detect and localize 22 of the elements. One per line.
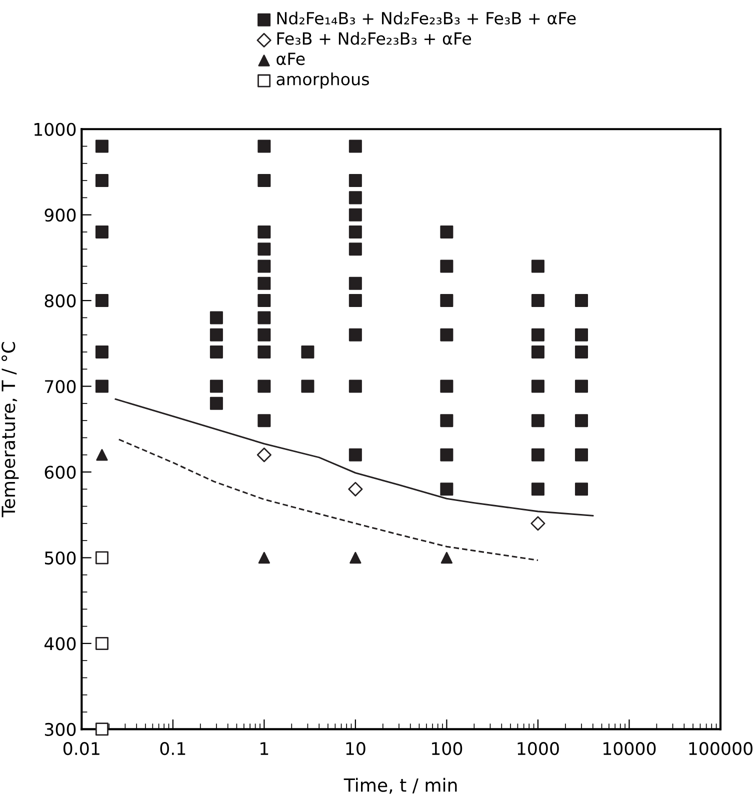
x-tick-label: 1 (260, 742, 268, 755)
y-tick-label: 600 (44, 466, 76, 479)
legend-label: Fe₃B + Nd₂Fe₂₃B₃ + αFe (277, 32, 472, 45)
legend-label: amorphous (276, 72, 369, 89)
legend-label: Nd₂Fe₁₄B₃ + Nd₂Fe₂₃B₃ + Fe₃B + αFe (277, 12, 576, 25)
x-tick-label: 10 (346, 742, 366, 756)
y-tick-label: 1000 (34, 122, 76, 136)
y-tick-label: 700 (45, 380, 76, 394)
y-axis-title: Temperature, T / °C (2, 342, 19, 518)
y-tick-label: 900 (44, 208, 76, 222)
y-tick-label: 300 (44, 722, 76, 736)
x-tick-label: 0.1 (160, 742, 186, 756)
y-tick-label: 500 (44, 551, 76, 565)
x-axis-title: Time, t / min (344, 778, 457, 794)
y-tick-label: 800 (44, 294, 76, 308)
x-tick-label: 10000 (604, 742, 656, 756)
legend-label: αFe (276, 52, 305, 66)
y-tick-label: 400 (44, 637, 76, 650)
x-tick-label: 0.01 (63, 742, 100, 756)
x-tick-label: 1000 (518, 742, 559, 756)
x-tick-label: 100 (432, 742, 462, 756)
x-tick-label: 100000 (689, 742, 752, 756)
